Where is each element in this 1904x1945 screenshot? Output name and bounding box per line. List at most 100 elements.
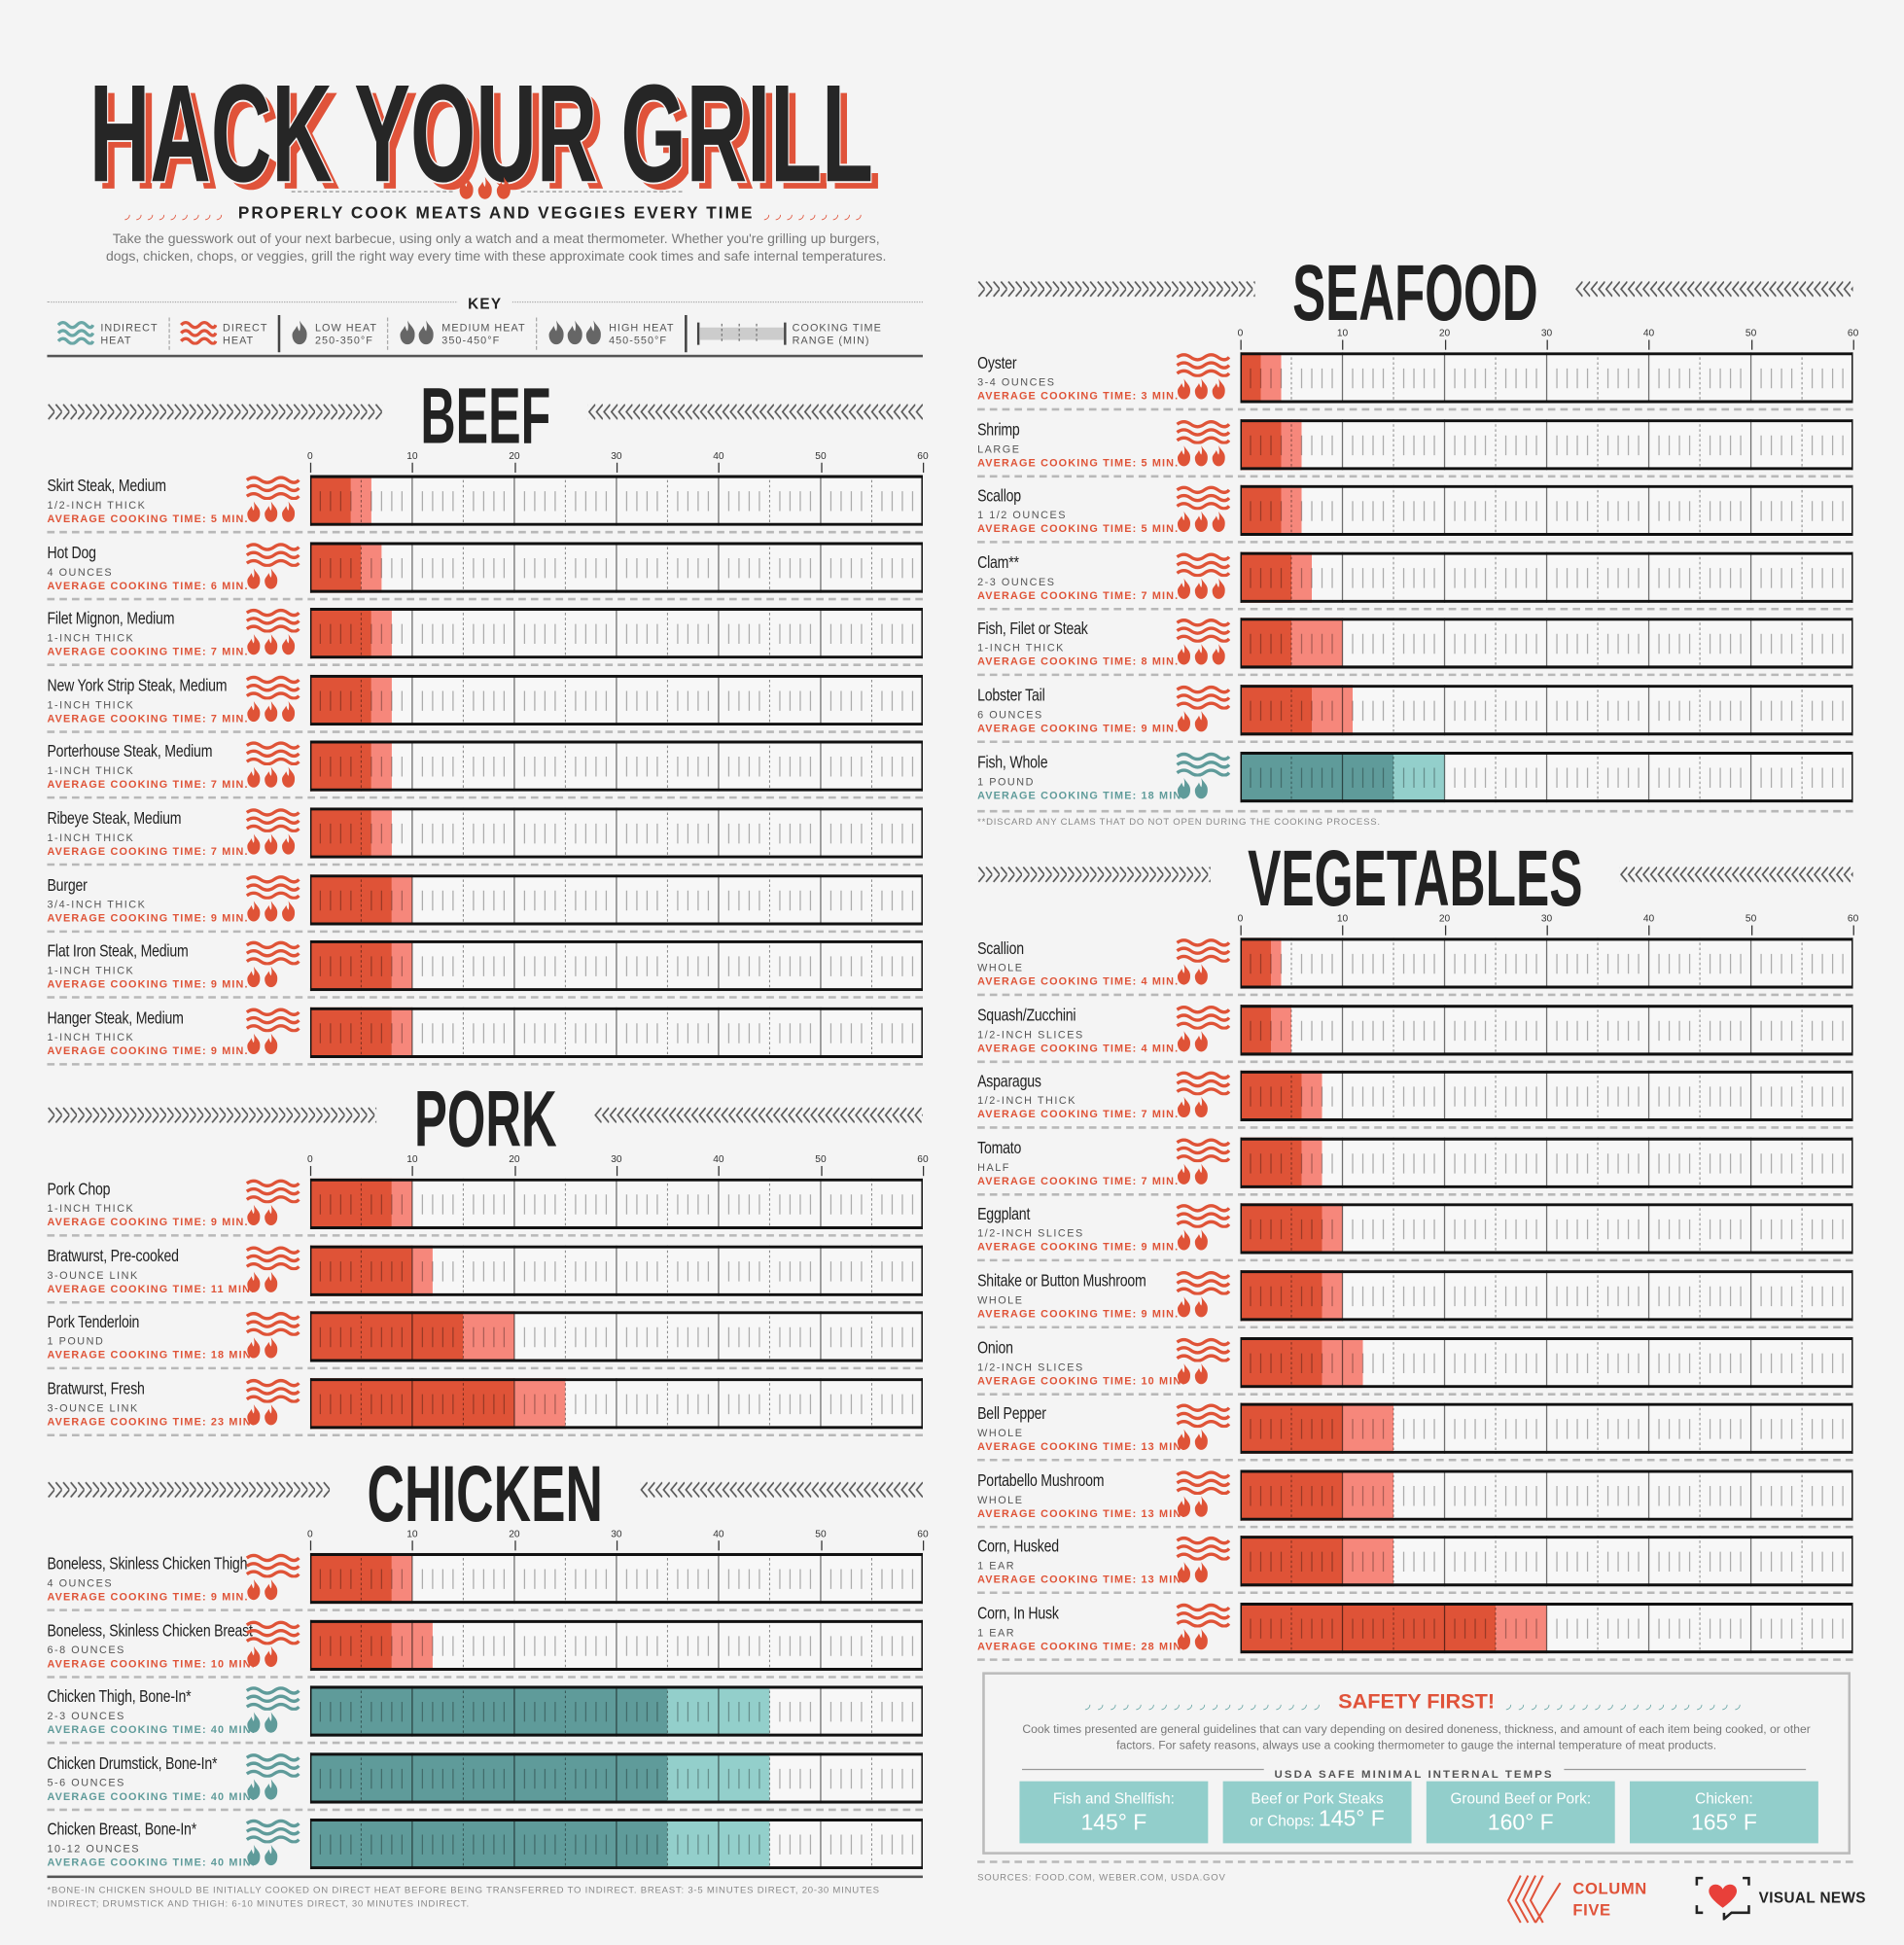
flame-icon (264, 1403, 278, 1426)
heat-level-flames (1176, 510, 1226, 533)
direct-heat-icon (179, 320, 217, 347)
key-label: RANGE (MIN) (792, 334, 870, 346)
bar-min-time (1240, 1402, 1343, 1455)
bar-max-time (1322, 1203, 1343, 1255)
safety-title: ◞◞◞◞◞◞◞◞◞◞◞◞◞◞◞◞◞◞◞ SAFETY FIRST! ◞◞◞◞◞◞… (985, 1689, 1849, 1715)
cooking-time-bar (309, 1685, 923, 1737)
flame-icon (1177, 511, 1191, 533)
bar-min-time (1240, 1469, 1343, 1521)
bar-min-time (1240, 1004, 1272, 1055)
column-five-logo: COLUMN FIVE (1503, 1873, 1647, 1926)
row-divider (47, 863, 923, 866)
item-name: Corn, Husked (977, 1537, 1059, 1556)
bar-min-time (309, 873, 392, 925)
temp-value: 145° F (1080, 1809, 1147, 1835)
tick-label: 10 (1336, 327, 1349, 339)
chart-row: Corn, Husked 1 EAR AVERAGE COOKING TIME: 1… (977, 1534, 1853, 1600)
heat-wave-icon (1176, 1270, 1231, 1295)
flame-icon (1177, 964, 1191, 985)
heat-wave-icon (245, 675, 300, 700)
item-name: Ribeye Steak, Medium (47, 808, 182, 828)
heat-wave-icon (1176, 1138, 1231, 1163)
section-chicken: CHICKEN 0 10 20 30 40 50 60 Boneless, Skinless C… (47, 1451, 929, 1883)
key-label: 250-350°F (314, 334, 373, 346)
tick-label: 10 (406, 1153, 418, 1165)
row-divider (47, 1609, 923, 1611)
cooking-time-bar (1240, 751, 1853, 802)
chart-row: Chicken Thigh, Bone-In* 2-3 OUNCES AVERAGE… (47, 1683, 923, 1750)
item-detail: 1/2-INCH THICK (47, 498, 147, 512)
flame-icon (1177, 444, 1191, 466)
chevron-strip-decoration (977, 865, 1211, 885)
item-name: Boneless, Skinless Chicken Breast (47, 1620, 253, 1640)
tick-label: 20 (509, 1528, 520, 1539)
tick-label: 30 (611, 450, 622, 462)
row-divider (47, 1062, 923, 1066)
key-cooking-time-range: COOKING TIME RANGE (MIN) (687, 315, 892, 352)
heat-level-flames (246, 1844, 279, 1867)
temp-label: Chicken: (1695, 1789, 1753, 1808)
flame-icon (247, 1033, 261, 1054)
item-detail: 1/2-INCH SLICES (977, 1226, 1084, 1240)
key-label: LOW HEAT (314, 321, 377, 335)
chart-row: Portabello Mushroom WHOLE AVERAGE COOKING … (977, 1468, 1853, 1534)
chart-row: Burger 3/4-INCH THICK AVERAGE COOKING TIME… (47, 871, 923, 937)
tick-mark (922, 1540, 925, 1551)
heat-wave-icon (1176, 685, 1231, 710)
row-divider (47, 1234, 923, 1237)
chart-row: Boneless, Skinless Chicken Thigh 4 OUNCES… (47, 1550, 923, 1616)
chart-row: Asparagus 1/2-INCH THICK AVERAGE COOKING T… (977, 1068, 1853, 1134)
chart-row: Eggplant 1/2-INCH SLICES AVERAGE COOKING T… (977, 1201, 1853, 1267)
tick-label: 50 (815, 1528, 827, 1539)
item-name: Boneless, Skinless Chicken Thigh (47, 1554, 248, 1574)
heat-level-flames (1176, 1228, 1209, 1252)
item-detail: 5-6 OUNCES (47, 1776, 125, 1788)
divider (277, 314, 281, 353)
cooking-time-bar (1240, 685, 1853, 736)
flame-icon (247, 634, 261, 655)
chart-row: Squash/Zucchini 1/2-INCH SLICES AVERAGE CO… (977, 1002, 1853, 1068)
temp-ground: Ground Beef or Pork: 160° F (1426, 1781, 1615, 1844)
cooking-time-bar (1240, 1602, 1853, 1654)
item-detail: 1-INCH THICK (47, 697, 135, 711)
item-name: Portabello Mushroom (977, 1470, 1105, 1490)
direct-heat-icon (1176, 937, 1231, 969)
bar-min-time (1240, 551, 1292, 603)
row-divider (47, 1808, 923, 1811)
flame-icon (264, 567, 278, 589)
cooking-time-bar (1240, 1137, 1853, 1188)
item-detail: 10-12 OUNCES (47, 1842, 140, 1856)
heat-level-flames (246, 1336, 279, 1360)
item-detail: 6-8 OUNCES (47, 1643, 125, 1656)
direct-heat-icon (1176, 485, 1231, 516)
intro-text: Take the guesswork out of your next barb… (105, 231, 887, 265)
item-name: Skirt Steak, Medium (47, 476, 166, 495)
item-detail: 1 EAR (977, 1559, 1016, 1573)
chart-row: Chicken Drumstick, Bone-In* 5-6 OUNCES AVE… (47, 1750, 923, 1816)
item-name: Chicken Thigh, Bone-In* (47, 1686, 192, 1707)
divider (977, 1860, 1853, 1863)
heat-wave-icon (1176, 353, 1231, 378)
chart-row: Flat Iron Steak, Medium 1-INCH THICK AVERA… (47, 937, 923, 1004)
bar-max-time (1271, 937, 1282, 989)
flame-icon (399, 316, 436, 351)
bar-max-time (391, 1007, 412, 1058)
flame-icon (264, 1204, 278, 1226)
direct-heat-icon (245, 741, 300, 772)
bar-max-time (1301, 1137, 1322, 1188)
flame-icon (1194, 1163, 1208, 1185)
subtitle-text: PROPERLY COOK MEATS AND VEGGIES EVERY TI… (237, 203, 755, 223)
average-cooking-time: AVERAGE COOKING TIME: 7 MIN. (977, 1108, 1180, 1121)
chart-row: Hanger Steak, Medium 1-INCH THICK AVERAGE … (47, 1005, 923, 1071)
item-name: Squash/Zucchini (977, 1005, 1076, 1025)
item-detail: 1 1/2 OUNCES (977, 509, 1067, 521)
key-label: 350-450°F (441, 334, 501, 346)
heat-level-flames (1176, 1627, 1209, 1650)
flame-icon (418, 320, 434, 345)
bar-max-time (361, 541, 382, 593)
row-divider (977, 1060, 1853, 1063)
flame-icon (1194, 644, 1208, 665)
average-cooking-time: AVERAGE COOKING TIME: 7 MIN. (977, 588, 1180, 602)
row-divider (977, 1591, 1853, 1595)
chevron-strip-decoration (47, 402, 383, 422)
